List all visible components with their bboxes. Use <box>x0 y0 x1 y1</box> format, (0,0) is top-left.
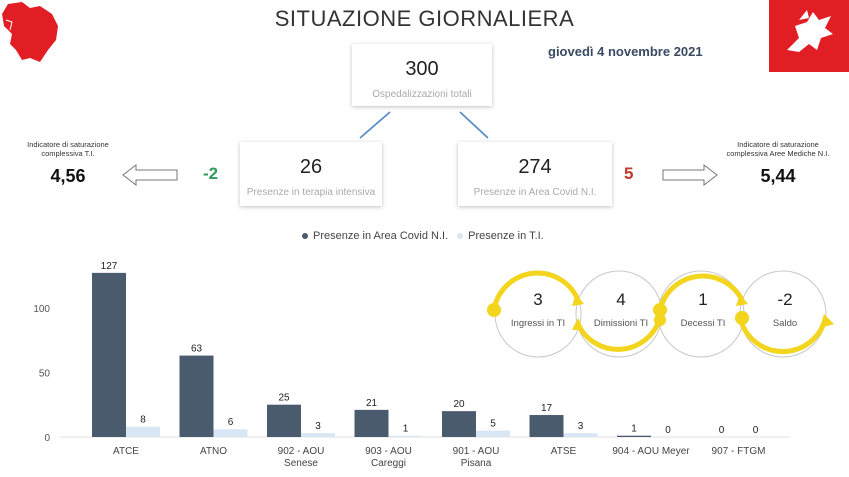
bar-value-label: 8 <box>140 415 146 426</box>
bar-value-label: 3 <box>578 421 584 432</box>
bar-area <box>179 355 214 437</box>
cycle-decessi-label: Decessi TI <box>680 318 726 329</box>
bar-ti <box>476 430 510 437</box>
saturation-area-value: 5,44 <box>760 166 796 186</box>
cycle-ingressi-label: Ingressi in TI <box>510 318 566 329</box>
category-label: Senese <box>284 458 318 469</box>
bar-value-label: 3 <box>315 421 321 432</box>
bar-ti <box>563 433 598 437</box>
category-label: 901 - AOU <box>453 446 500 457</box>
saturation-area-block: Indicatore di saturazione complessiva Ar… <box>712 140 844 187</box>
ti-presence-card: 26 Presenze in terapia intensiva <box>240 142 382 206</box>
total-hospitalizations-card: 300 Ospedalizzazioni totali <box>352 44 492 106</box>
saturation-ti-label-1: Indicatore di saturazione <box>27 140 109 149</box>
cycle-ingressi-value: 3 <box>533 290 543 309</box>
bar-value-label: 17 <box>541 403 553 414</box>
category-label: Careggi <box>371 458 406 469</box>
cycle-saldo-value: -2 <box>777 290 793 309</box>
y-tick-label: 50 <box>39 368 51 379</box>
saturation-area-label-2: complessiva Aree Mediche N.I. <box>726 149 830 158</box>
bar-value-label: 1 <box>631 424 637 435</box>
bar-ti <box>213 429 248 437</box>
legend-area-swatch <box>302 233 308 239</box>
saturation-area-label-1: Indicatore di saturazione <box>737 140 819 149</box>
pegasus-flag-icon <box>769 0 849 72</box>
legend-ti-swatch <box>457 233 464 239</box>
bar-area <box>529 415 564 437</box>
category-label: 907 - FTGM <box>712 446 766 457</box>
area-delta: 5 <box>624 164 634 183</box>
category-label: 904 - AOU Meyer <box>612 446 690 457</box>
cycle-dimissioni-label: Dimissioni TI <box>593 318 649 329</box>
category-label: 902 - AOU <box>278 446 325 457</box>
saturation-ti-label-2: complessiva T.I. <box>41 149 95 158</box>
bar-ti <box>388 435 423 437</box>
ti-label: Presenze in terapia intensiva <box>246 187 376 198</box>
tuscany-map-icon <box>2 2 58 62</box>
bar-area <box>92 272 126 437</box>
bar-area <box>617 435 651 437</box>
ti-value: 26 <box>299 156 323 178</box>
arrow-left-outline-icon <box>122 164 178 186</box>
y-tick-label: 100 <box>33 304 50 315</box>
total-value: 300 <box>405 58 439 80</box>
area-value: 274 <box>518 156 552 178</box>
area-label: Presenze in Area Covid N.I. <box>473 187 597 198</box>
category-label: ATSE <box>551 446 577 457</box>
category-label: ATCE <box>113 446 139 457</box>
arrow-right-outline-icon <box>662 164 718 186</box>
category-label: 903 - AOU <box>365 446 412 457</box>
bar-value-label: 6 <box>228 417 234 428</box>
chart-legend: Presenze in Area Covid N.I. Presenze in … <box>302 230 544 242</box>
bar-ti <box>301 433 335 437</box>
bar-value-label: 0 <box>753 425 759 436</box>
cycle-decessi-value: 1 <box>698 290 708 309</box>
bar-area <box>354 409 389 437</box>
legend-area-label: Presenze in Area Covid N.I. <box>313 230 449 242</box>
bar-value-label: 63 <box>191 344 203 355</box>
y-tick-label: 0 <box>44 433 50 444</box>
bar-value-label: 5 <box>490 419 496 430</box>
bar-value-label: 1 <box>403 424 409 435</box>
total-label: Ospedalizzazioni totali <box>372 89 472 100</box>
page-title: SITUAZIONE GIORNALIERA <box>274 6 575 31</box>
category-label: ATNO <box>200 446 227 457</box>
legend-ti-label: Presenze in T.I. <box>468 230 544 242</box>
category-label: Pisana <box>461 458 492 469</box>
cycle-saldo-label: Saldo <box>772 318 798 329</box>
bar-value-label: 21 <box>366 398 378 409</box>
bar-value-label: 0 <box>665 425 671 436</box>
report-date: giovedì 4 novembre 2021 <box>548 44 703 59</box>
bar-area <box>442 411 476 437</box>
ti-delta: -2 <box>203 164 219 183</box>
saturation-ti-value: 4,56 <box>50 166 86 186</box>
bar-value-label: 20 <box>453 399 465 410</box>
cycle-diagram <box>487 270 834 358</box>
saturation-ti-block: Indicatore di saturazione complessiva T.… <box>14 140 122 187</box>
bar-value-label: 25 <box>278 393 290 404</box>
area-covid-card: 274 Presenze in Area Covid N.I. <box>458 142 612 206</box>
bar-ti <box>126 426 160 437</box>
bar-value-label: 0 <box>719 425 725 436</box>
bar-area <box>267 404 301 437</box>
bar-value-label: 127 <box>101 261 118 272</box>
cycle-dimissioni-value: 4 <box>616 290 626 309</box>
